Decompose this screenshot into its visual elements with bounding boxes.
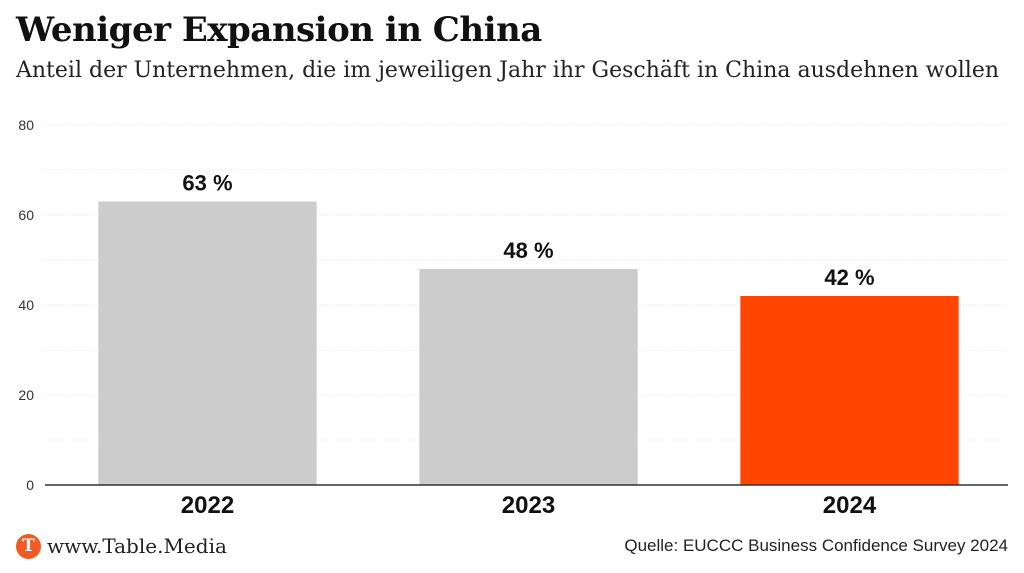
table-media-logo-icon: T [16,533,41,559]
chart-subtitle: Anteil der Unternehmen, die im jeweilige… [16,58,1000,83]
y-tick-label: 0 [26,477,34,493]
x-tick-label-2023: 2023 [502,492,555,519]
y-tick-label: 20 [18,387,34,403]
chart-title: Weniger Expansion in China [16,10,542,50]
source-note: Quelle: EUCCC Business Confidence Survey… [624,536,1008,555]
brand-footer: T www.Table.Media [16,533,227,559]
data-label-2022: 63 % [182,171,232,196]
x-tick-label-2024: 2024 [823,492,877,519]
y-tick-label: 80 [18,117,34,133]
y-tick-label: 40 [18,297,34,313]
brand-url: www.Table.Media [47,534,227,558]
x-tick-label-2022: 2022 [181,492,234,519]
bar-2023 [419,269,638,485]
data-label-2024: 42 % [824,265,874,290]
data-label-2023: 48 % [503,238,553,263]
bar-2024 [740,296,959,485]
y-tick-label: 60 [18,207,34,223]
bar-2022 [98,201,317,485]
